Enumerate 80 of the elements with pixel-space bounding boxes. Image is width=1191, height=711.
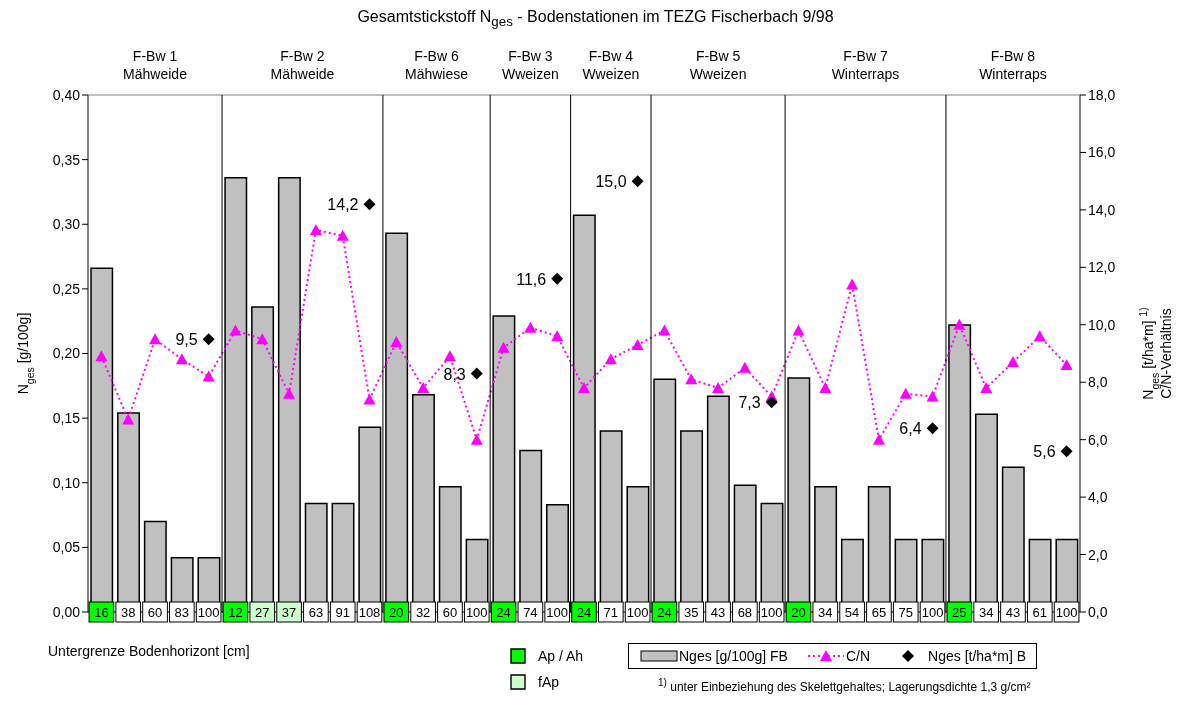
x-tick-label: 60 xyxy=(442,605,458,621)
x-tick-label: 20 xyxy=(791,605,806,621)
x-tick-label: 100 xyxy=(546,605,569,621)
x-tick-label: 24 xyxy=(576,605,592,621)
x-tick-label: 34 xyxy=(818,605,833,621)
x-tick-label: 75 xyxy=(898,605,913,621)
x-tick-label: 100 xyxy=(760,605,783,621)
data-label: 5,6 xyxy=(1033,443,1056,461)
y2-tick-label: 12,0 xyxy=(1088,259,1116,276)
y2-tick-label: 6,0 xyxy=(1088,431,1108,448)
x-tick-label: 54 xyxy=(844,605,860,621)
legend-label: fAp xyxy=(538,674,560,691)
x-tick-label: 16 xyxy=(94,605,109,621)
y2-tick-label: 14,0 xyxy=(1088,202,1116,219)
x-tick-label: 74 xyxy=(523,605,538,621)
y-tick-label: 0,30 xyxy=(52,216,81,233)
x-tick-label: 83 xyxy=(174,605,190,621)
data-label: 15,0 xyxy=(595,173,627,191)
x-tick-label: 61 xyxy=(1032,605,1048,621)
x-tick-label: 100 xyxy=(1055,605,1078,621)
x-tick-label: 34 xyxy=(978,605,994,621)
x-tick-label: 60 xyxy=(147,605,163,621)
legend-label: Nges [g/100g] FB xyxy=(679,648,788,665)
x-tick-label: 100 xyxy=(465,605,488,621)
x-axis-title: Untergrenze Bodenhorizont [cm] xyxy=(47,643,251,660)
chart-title: Gesamtstickstoff N$_{ges}$ - Bodenstationen im TEZG Fischerbach 9/98 xyxy=(356,8,835,30)
x-tick-label: 35 xyxy=(684,605,699,621)
y2-tick-label: 4,0 xyxy=(1088,489,1108,506)
x-tick-label: 71 xyxy=(603,605,619,621)
x-tick-label: 100 xyxy=(197,605,220,621)
data-label: 6,4 xyxy=(899,420,922,438)
text: F-Bw 8 Winterraps xyxy=(979,48,1047,83)
x-tick-label: 43 xyxy=(1005,605,1021,621)
x-tick-label: 63 xyxy=(308,605,324,621)
x-tick-label: 43 xyxy=(710,605,726,621)
y-tick-label: 0,40 xyxy=(52,87,81,104)
y-tick-label: 0,20 xyxy=(52,345,81,362)
data-label: 9,5 xyxy=(175,331,198,349)
x-tick-label: 25 xyxy=(952,605,967,621)
x-tick-label: 37 xyxy=(281,605,297,621)
text: F-Bw 5 Wweizen xyxy=(689,48,747,83)
legend-label: Nges [t/ha*m] B xyxy=(928,648,1027,665)
y2-tick-label: 10,0 xyxy=(1088,316,1116,333)
x-tick-label: 12 xyxy=(228,605,243,621)
x-tick-label: 24 xyxy=(657,605,672,621)
data-label: 8,3 xyxy=(443,365,466,383)
x-tick-label: 68 xyxy=(737,605,753,621)
text: F-Bw 4 Wweizen xyxy=(582,48,640,83)
y2-tick-label: 2,0 xyxy=(1088,546,1108,563)
text: F-Bw 7 Winterraps xyxy=(831,48,900,83)
text: F-Bw 2 Mähweide xyxy=(270,48,335,83)
data-label: 14,2 xyxy=(327,196,359,214)
text: $^{1)}$ unter Einbeziehung des Skelettgehaltes; Lagerungsdichte 1,3 g/cm² xyxy=(657,677,1032,695)
x-tick-label: 24 xyxy=(496,605,511,621)
y-tick-label: 0,25 xyxy=(52,281,81,298)
x-tick-label: 108 xyxy=(358,605,381,621)
legend-label: Ap / Ah xyxy=(538,648,584,665)
y2-tick-label: 0,0 xyxy=(1088,604,1108,621)
x-tick-label: 32 xyxy=(415,605,431,621)
text: F-Bw 6 Mähwiese xyxy=(405,48,469,83)
x-tick-label: 100 xyxy=(921,605,944,621)
y-tick-label: 0,10 xyxy=(52,474,81,491)
y-tick-label: 0,05 xyxy=(52,539,81,556)
data-label: 11,6 xyxy=(516,271,547,289)
x-tick-label: 91 xyxy=(335,605,350,621)
x-tick-label: 38 xyxy=(120,605,136,621)
x-tick-label: 100 xyxy=(626,605,649,621)
y-tick-label: 0,00 xyxy=(52,604,81,621)
x-tick-label: 27 xyxy=(255,605,270,621)
y-tick-label: 0,35 xyxy=(52,151,81,168)
x-tick-label: 65 xyxy=(871,605,887,621)
text: F-Bw 1 Mähweide xyxy=(123,48,188,83)
y-tick-label: 0,15 xyxy=(52,410,81,427)
y2-tick-label: 18,0 xyxy=(1088,87,1116,104)
x-tick-label: 20 xyxy=(389,605,404,621)
legend-label: C/N xyxy=(845,648,871,665)
y2-tick-label: 8,0 xyxy=(1088,374,1108,391)
y2-tick-label: 16,0 xyxy=(1088,144,1116,161)
text: F-Bw 3 Wweizen xyxy=(501,48,559,83)
data-label: 7,3 xyxy=(738,394,761,412)
